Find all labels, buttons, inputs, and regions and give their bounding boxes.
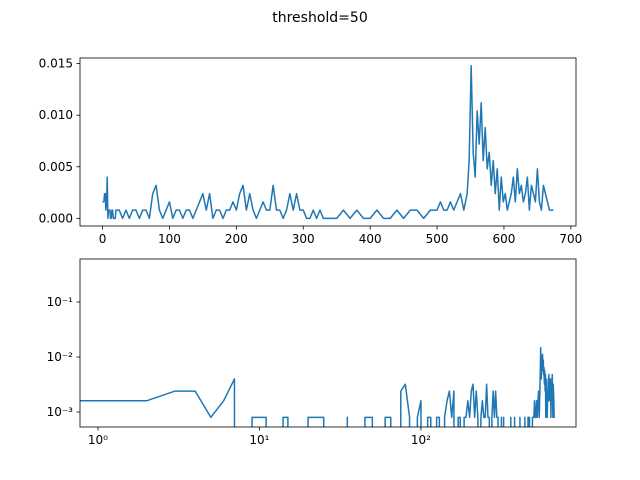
x-tick-label: 10² bbox=[411, 433, 431, 447]
x-tick-label: 200 bbox=[225, 232, 248, 246]
x-tick-label: 700 bbox=[559, 232, 582, 246]
x-tick-label: 600 bbox=[492, 232, 515, 246]
x-tick-label: 400 bbox=[359, 232, 382, 246]
axes-frame bbox=[79, 258, 577, 428]
x-tick-label: 300 bbox=[292, 232, 315, 246]
y-tick-label: 0.015 bbox=[39, 57, 73, 71]
data-line bbox=[102, 64, 554, 220]
y-tick-label: 10⁻³ bbox=[47, 405, 74, 419]
x-tick-label: 10¹ bbox=[249, 433, 269, 447]
y-tick-label: 0.000 bbox=[39, 211, 73, 225]
x-tick-label: 10⁰ bbox=[88, 433, 108, 447]
axes-frame bbox=[79, 57, 577, 227]
x-tick-label: 0 bbox=[99, 232, 107, 246]
figure-title: threshold=50 bbox=[272, 10, 367, 26]
x-tick-label: 500 bbox=[426, 232, 449, 246]
y-tick-label: 10⁻² bbox=[47, 350, 74, 364]
x-tick-label: 100 bbox=[158, 232, 181, 246]
y-tick-label: 0.005 bbox=[39, 160, 73, 174]
data-line bbox=[80, 346, 556, 427]
y-tick-label: 0.010 bbox=[39, 108, 73, 122]
y-tick-label: 10⁻¹ bbox=[47, 295, 74, 309]
